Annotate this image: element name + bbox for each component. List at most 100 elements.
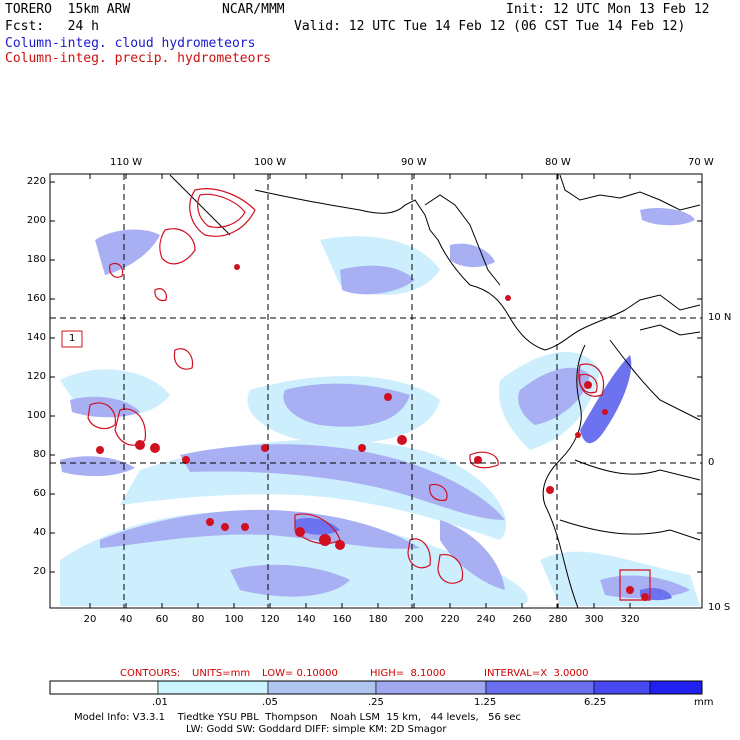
lon-label-100w: 100 W <box>254 157 287 168</box>
contours-label: CONTOURS: <box>120 668 181 679</box>
colorbar-label-3: 1.25 <box>474 697 497 708</box>
colorbar-label-1: .05 <box>262 697 278 708</box>
x-tick-label: 120 <box>260 614 280 625</box>
lon-label-90w: 90 W <box>401 157 427 168</box>
precip-cell-4 <box>182 456 190 464</box>
x-tick-label: 160 <box>332 614 352 625</box>
colorbar-swatch <box>49 680 159 695</box>
plot-frame <box>49 173 703 609</box>
cloud-band-13 <box>60 456 135 477</box>
cloud-band-3 <box>283 383 410 427</box>
border-country-1 <box>609 339 701 421</box>
colorbar-label-0: .01 <box>152 697 168 708</box>
model-title: TORERO 15km ARW <box>5 2 131 17</box>
coastline-yucatan <box>424 194 501 286</box>
cloud-band-4 <box>518 367 590 425</box>
x-tick-label: 320 <box>620 614 640 625</box>
precip-contour-12 <box>578 363 605 397</box>
colorbar-swatch <box>375 680 487 695</box>
model-info-line2: LW: Godd SW: Goddard DIFF: simple KM: 2D… <box>186 724 447 735</box>
axis-ticks <box>50 174 702 608</box>
lat-label-equator: 0 <box>708 457 715 468</box>
region-box-label: 1 <box>69 333 76 344</box>
lat-label-10s: 10 S <box>708 602 731 613</box>
coastline-cuba <box>639 324 701 336</box>
x-tick-label: 140 <box>296 614 316 625</box>
precip-cell-21 <box>641 593 649 601</box>
colorbar-swatch <box>485 680 595 695</box>
cloud-band-9 <box>340 265 415 295</box>
colorbar-swatch <box>649 680 703 695</box>
precip-cell-11 <box>261 444 269 452</box>
precip-contour-7 <box>407 538 431 569</box>
lat-label-10n: 10 N <box>708 312 732 323</box>
precip-contour-14 <box>619 569 651 601</box>
cloud-band-5 <box>440 520 505 590</box>
model-info-line1: Model Info: V3.3.1 Tiedtke YSU PBL Thomp… <box>74 712 521 723</box>
precip-cell-20 <box>626 586 634 594</box>
cloud-band-6 <box>230 564 350 597</box>
precip-cell-16 <box>546 486 554 494</box>
precip-cell-9 <box>319 534 331 546</box>
precip-cell-15 <box>474 456 482 464</box>
x-tick-label: 180 <box>368 614 388 625</box>
x-tick-label: 240 <box>476 614 496 625</box>
y-tick-label: 140 <box>26 332 46 343</box>
precip-contour-15 <box>109 262 124 278</box>
precip-cells <box>96 264 649 601</box>
y-tick-label: 100 <box>26 410 46 421</box>
region-box <box>61 330 83 348</box>
field-precip-label: Column-integ. precip. hydrometeors <box>5 51 272 66</box>
x-tick-label: 220 <box>440 614 460 625</box>
y-tick-label: 60 <box>33 488 46 499</box>
x-tick-label: 280 <box>548 614 568 625</box>
precip-cell-2 <box>135 440 145 450</box>
x-tick-label: 200 <box>404 614 424 625</box>
lon-label-110w: 110 W <box>110 157 143 168</box>
cloud-band-11 <box>640 208 695 226</box>
border-country-3 <box>559 519 701 541</box>
coastline-central-america <box>254 189 701 351</box>
y-tick-label: 220 <box>26 176 46 187</box>
precip-cell-14 <box>397 435 407 445</box>
x-tick-label: 260 <box>512 614 532 625</box>
precip-cell-1 <box>96 446 104 454</box>
cloud-dark-layer <box>295 355 672 601</box>
precip-contour-13 <box>429 483 448 501</box>
x-tick-label: 60 <box>155 614 169 625</box>
precip-cell-19 <box>575 432 581 438</box>
precip-contour-8 <box>437 553 464 584</box>
colorbar-swatch <box>267 680 377 695</box>
x-tick-label: 40 <box>119 614 133 625</box>
init-time: Init: 12 UTC Mon 13 Feb 12 <box>506 2 710 17</box>
y-tick-label: 40 <box>33 527 46 538</box>
contours-interval: INTERVAL=X 3.0000 <box>484 668 589 679</box>
precip-cell-18 <box>602 409 608 415</box>
y-tick-label: 120 <box>26 371 46 382</box>
contours-low: LOW= 0.10000 <box>262 668 338 679</box>
x-tick-label: 80 <box>191 614 205 625</box>
precip-cell-22 <box>505 295 511 301</box>
precip-contour-6 <box>173 348 194 370</box>
y-tick-label: 160 <box>26 293 46 304</box>
precip-contour-5 <box>114 408 147 446</box>
lon-label-70w: 70 W <box>688 157 714 168</box>
precip-contour-16 <box>154 288 167 302</box>
field-cloud-label: Column-integ. cloud hydrometeors <box>5 36 256 51</box>
precip-cell-23 <box>234 264 240 270</box>
precip-cell-3 <box>150 443 160 453</box>
x-tick-label: 20 <box>83 614 97 625</box>
x-tick-label: 100 <box>224 614 244 625</box>
precip-cell-6 <box>221 523 229 531</box>
valid-time: Valid: 12 UTC Tue 14 Feb 12 (06 CST Tue … <box>294 19 686 34</box>
precip-contour-2 <box>197 193 246 228</box>
colorbar-swatch <box>157 680 269 695</box>
colorbar-swatches <box>49 680 703 695</box>
precip-cell-13 <box>384 393 392 401</box>
contours-units: UNITS=mm <box>192 668 251 679</box>
latlon-grid <box>50 174 702 608</box>
coastline-baja <box>169 174 231 236</box>
coastline-caribbean <box>559 174 701 211</box>
